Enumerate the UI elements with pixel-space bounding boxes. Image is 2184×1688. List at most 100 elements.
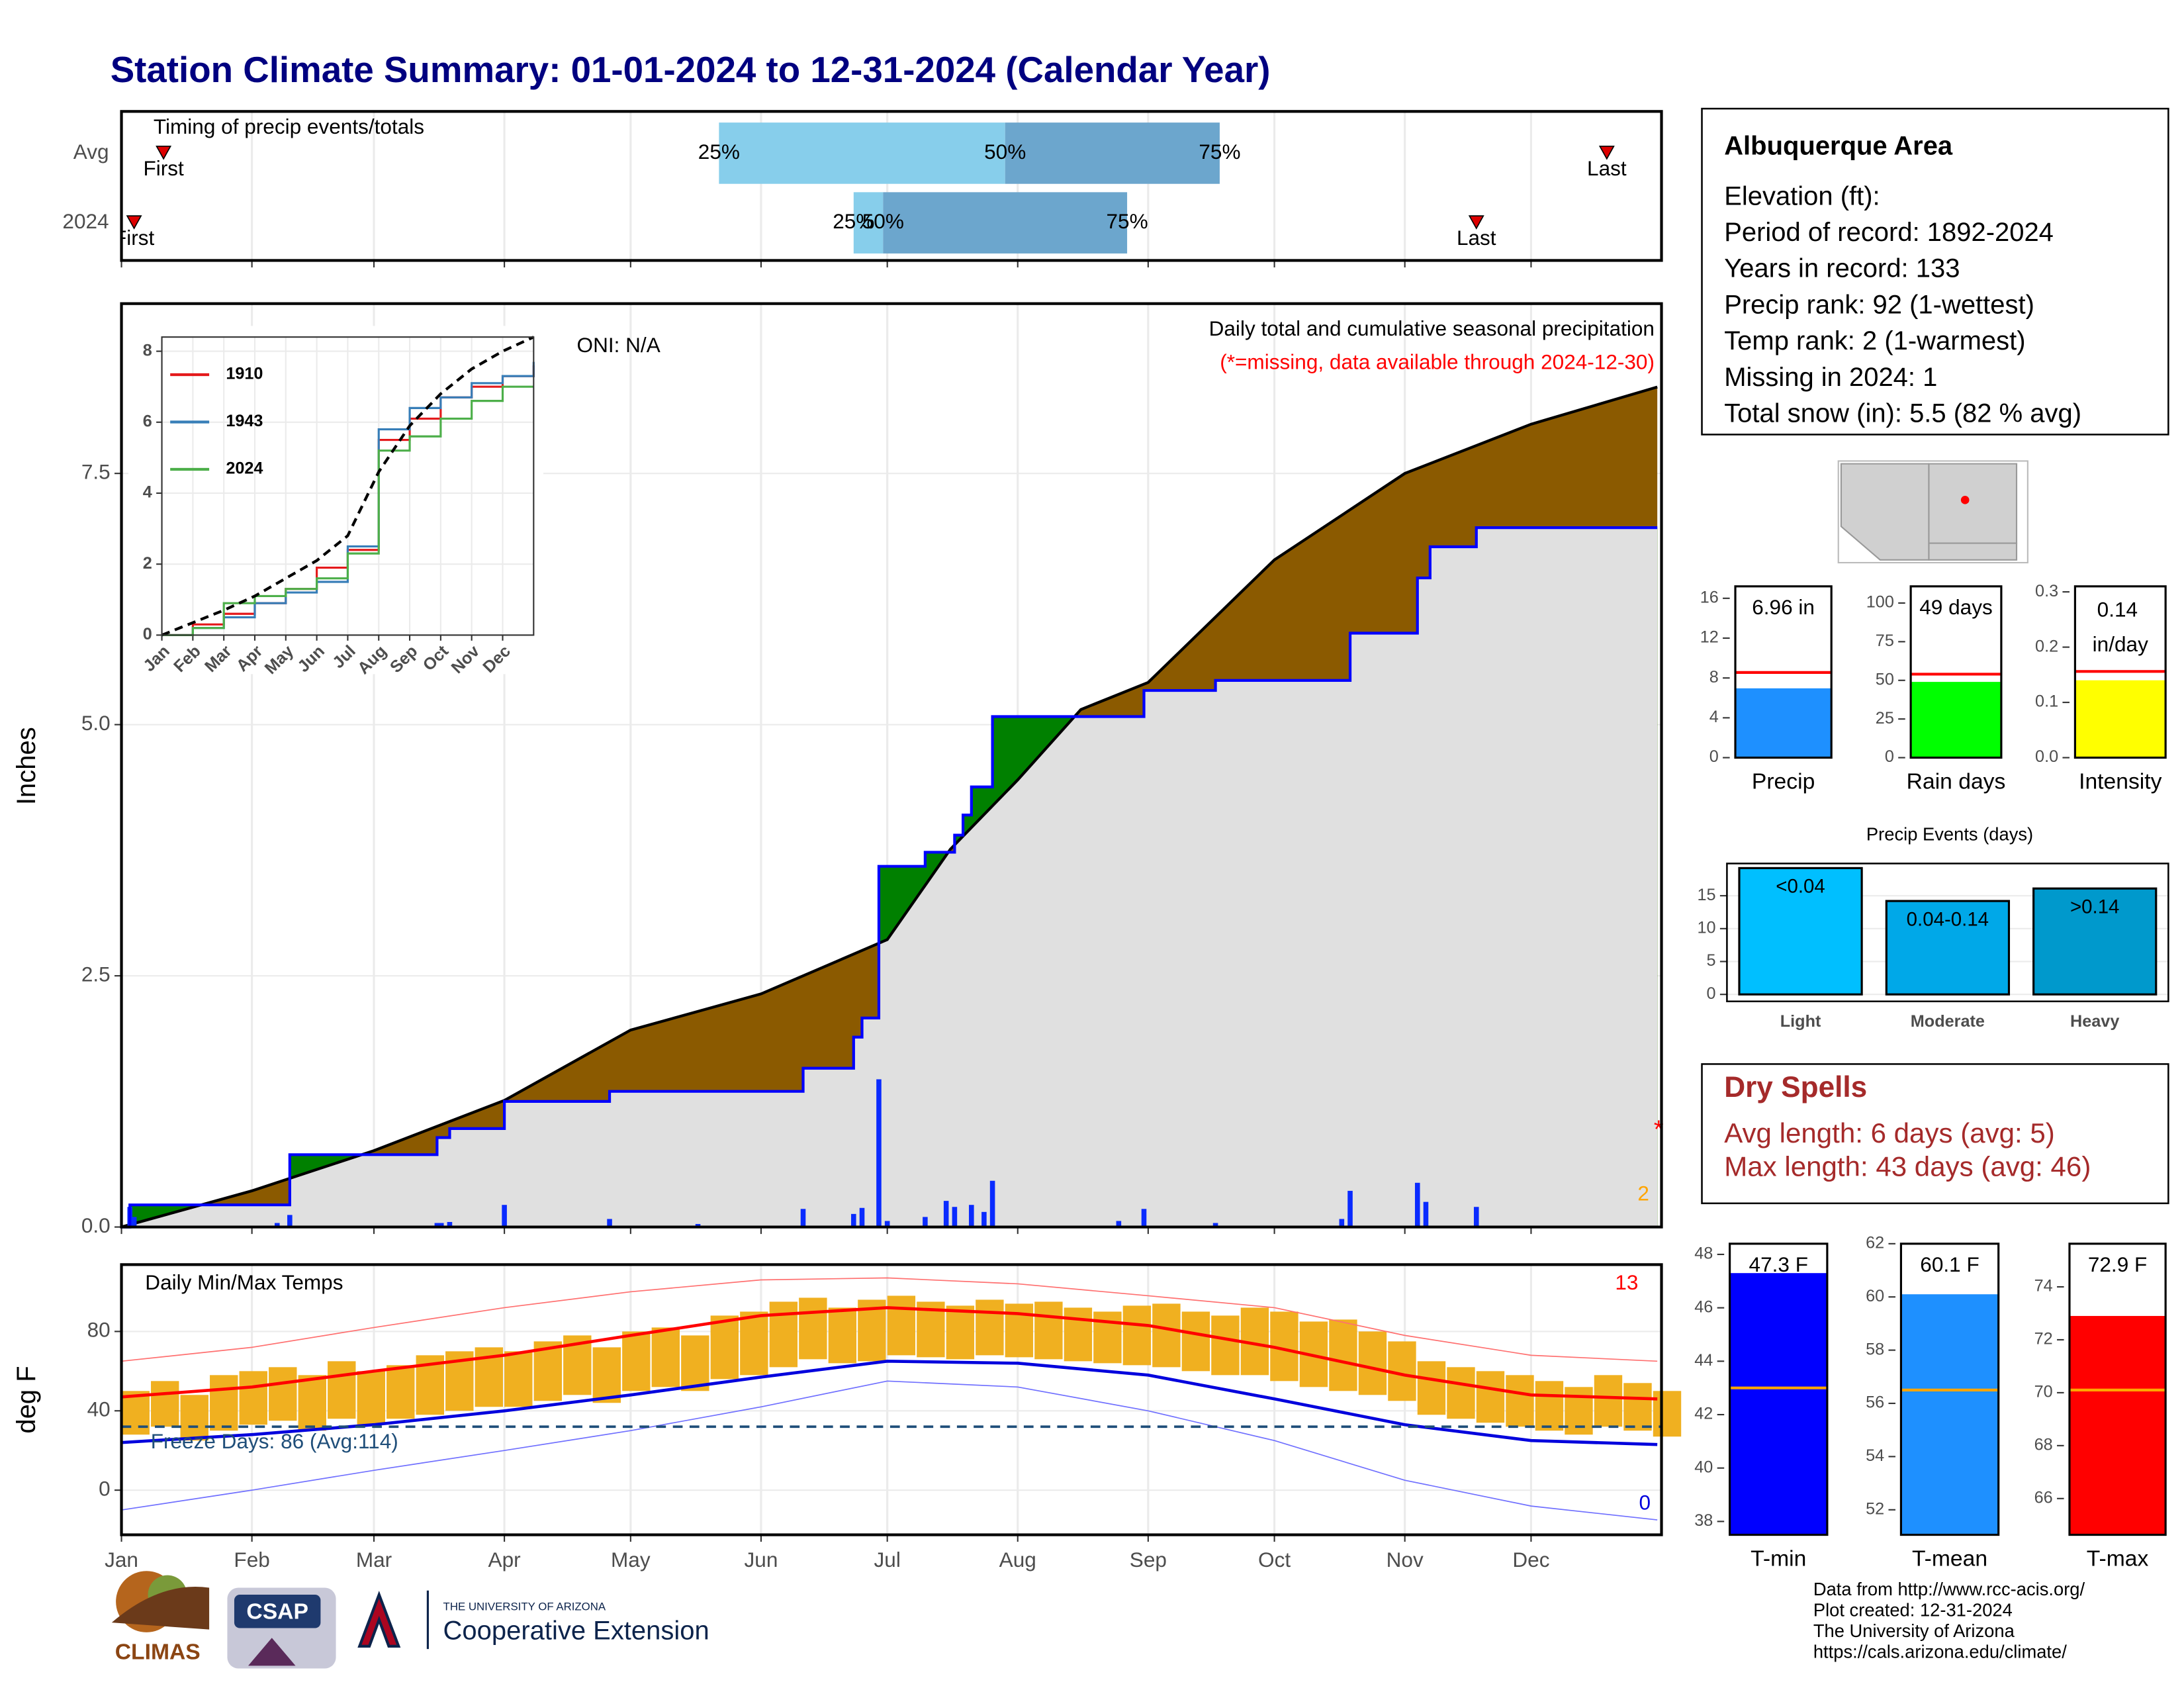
temp-range-bar bbox=[946, 1305, 975, 1360]
bar bbox=[1738, 867, 1863, 996]
record-low-count: 0 bbox=[1639, 1491, 1651, 1515]
gauge-bar bbox=[2075, 680, 2166, 758]
panel-title: Daily Min/Max Temps bbox=[145, 1270, 343, 1294]
record-high-count: 13 bbox=[1615, 1270, 1638, 1294]
oni-label: ONI: N/A bbox=[577, 333, 660, 357]
y-tick-label: 2.5 bbox=[81, 962, 111, 986]
y-tick-label: 46 bbox=[1694, 1297, 1713, 1316]
temp-range-bar bbox=[357, 1371, 385, 1425]
y-tick-label: 5.0 bbox=[81, 711, 111, 735]
y-tick-label: 25 bbox=[1876, 709, 1894, 727]
event-label: Last bbox=[1457, 226, 1496, 250]
panel-title: Timing of precip events/totals bbox=[154, 115, 424, 138]
y-tick-label: 44 bbox=[1694, 1351, 1713, 1370]
quartile-bar bbox=[719, 122, 1005, 184]
y-tick-label: 4 bbox=[1709, 708, 1719, 726]
x-tick-label: Feb bbox=[234, 1548, 269, 1571]
x-tick-label: May bbox=[611, 1548, 651, 1571]
temp-range-bar bbox=[210, 1375, 238, 1431]
footer-line: The University of Arizona bbox=[1813, 1620, 2015, 1641]
inset-frame bbox=[161, 336, 535, 636]
quartile-label: 25% bbox=[833, 209, 874, 233]
dry-spells-box bbox=[1701, 1063, 2169, 1205]
y-tick-label: 68 bbox=[2034, 1436, 2053, 1454]
daily-bar bbox=[274, 1223, 280, 1227]
gauge-frame bbox=[2073, 585, 2167, 759]
temp-range-bar bbox=[710, 1315, 739, 1380]
temp-range-bar bbox=[298, 1375, 326, 1431]
average-line bbox=[120, 385, 1658, 1229]
y-tick-label: 50 bbox=[1876, 670, 1894, 688]
info-lines: Elevation (ft): Period of record: 1892-20… bbox=[1724, 181, 2081, 428]
gauge-label: T-min bbox=[1751, 1546, 1806, 1571]
bar bbox=[1885, 900, 2011, 996]
y-tick-label: 70 bbox=[2034, 1383, 2053, 1401]
x-tick-label: Light bbox=[1780, 1012, 1821, 1031]
daily-bar bbox=[438, 1223, 444, 1227]
ua-logo bbox=[357, 1591, 401, 1648]
record-high-line bbox=[121, 1277, 1658, 1362]
map-state bbox=[1928, 463, 2018, 544]
station-name: Albuquerque Area bbox=[1724, 132, 1953, 161]
daily-bar bbox=[1116, 1221, 1122, 1227]
y-tick-label: 72 bbox=[2034, 1330, 2053, 1348]
range-label: >0.14 bbox=[2070, 896, 2120, 917]
gauge-frame bbox=[1899, 1243, 2000, 1536]
info-line: Period of record: 1892-2024 bbox=[1724, 218, 2054, 247]
temp-range-bar bbox=[1535, 1381, 1564, 1431]
map-state bbox=[1928, 542, 2018, 561]
y-tick-label: 0.0 bbox=[81, 1213, 111, 1237]
value-label: 49 days bbox=[1919, 595, 1993, 619]
temp-range-bar bbox=[769, 1301, 798, 1368]
extension-text: Cooperative Extension bbox=[443, 1616, 709, 1645]
locator-map bbox=[1837, 460, 2028, 564]
value-label: 6.96 in bbox=[1752, 595, 1815, 619]
daily-bar bbox=[1473, 1207, 1479, 1227]
daily-bar bbox=[695, 1224, 701, 1227]
gauge-bar bbox=[2069, 1315, 2166, 1535]
temp-range-bar bbox=[1181, 1311, 1210, 1372]
temp-range-bar bbox=[180, 1395, 208, 1441]
daily-bar bbox=[923, 1217, 928, 1227]
x-tick-label: Dec bbox=[1512, 1548, 1549, 1571]
event-label: First bbox=[143, 156, 184, 180]
daily-bar bbox=[943, 1201, 949, 1227]
temp-range-bar bbox=[1211, 1315, 1240, 1376]
event-label: Last bbox=[1587, 156, 1627, 180]
y-tick-label: 100 bbox=[1866, 593, 1894, 612]
gauge-bar bbox=[1901, 1294, 1999, 1535]
temp-range-bar bbox=[1594, 1375, 1623, 1427]
x-tick-label: Heavy bbox=[2070, 1012, 2119, 1031]
event-marker bbox=[126, 215, 142, 230]
y-tick-label: 5 bbox=[1707, 951, 1716, 970]
temp-range-bar bbox=[651, 1327, 680, 1387]
cumulative-line bbox=[121, 526, 1658, 1229]
y-tick-label: 0.3 bbox=[2035, 582, 2058, 600]
y-tick-label: 40 bbox=[87, 1397, 111, 1421]
temp-range-bar bbox=[328, 1361, 356, 1419]
climas-text: CLIMAS bbox=[115, 1640, 201, 1664]
map-state bbox=[1840, 463, 1930, 561]
daily-bar bbox=[434, 1223, 440, 1227]
quartile-bar bbox=[883, 192, 1128, 254]
daily-bar bbox=[287, 1215, 293, 1227]
daily-bar bbox=[1339, 1219, 1345, 1227]
temp-range-bar bbox=[151, 1381, 179, 1427]
quartile-bar bbox=[853, 192, 884, 254]
gauge-label: T-max bbox=[2087, 1546, 2149, 1571]
series-line bbox=[161, 336, 535, 637]
gauge-bar bbox=[1735, 688, 1832, 758]
temp-range-bar bbox=[1623, 1383, 1652, 1431]
y-axis-label: Inches bbox=[12, 727, 41, 805]
y-tick-label: 7.5 bbox=[81, 460, 111, 484]
y-tick-label: 16 bbox=[1700, 588, 1719, 606]
category-label: 2024 bbox=[62, 209, 109, 233]
legend-label: 1910 bbox=[226, 365, 263, 383]
daily-bar bbox=[447, 1221, 453, 1227]
temp-range-bar bbox=[1329, 1319, 1357, 1391]
csap-badge bbox=[234, 1595, 321, 1628]
climas-shape bbox=[111, 1587, 210, 1630]
y-tick-label: 60 bbox=[1866, 1287, 1884, 1305]
panel-title: Daily total and cumulative seasonal prec… bbox=[1209, 316, 1655, 340]
